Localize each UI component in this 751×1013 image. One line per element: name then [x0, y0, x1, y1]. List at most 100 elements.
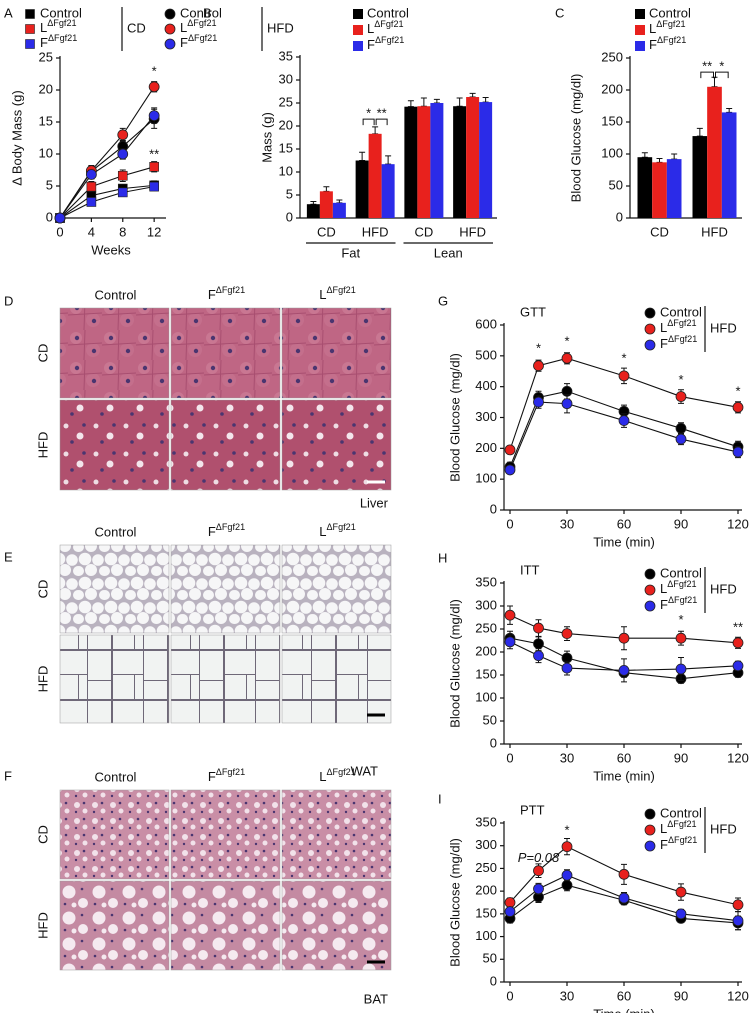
panel-letter: D [4, 293, 13, 308]
marker [117, 170, 128, 181]
x-tick-label: CD [317, 224, 336, 239]
legend-group: HFD [710, 581, 737, 596]
marker [533, 622, 544, 634]
bar [453, 106, 467, 218]
x-tick-label: 90 [674, 988, 688, 1003]
column-label: Control [95, 287, 137, 302]
bar [332, 202, 346, 218]
error-bar [469, 92, 476, 98]
x-axis-label: Weeks [91, 242, 131, 257]
y-axis-label: Blood Glucose (mg/dl) [568, 74, 583, 203]
error-bar [696, 127, 703, 137]
legend-label: FΔFgf21 [649, 35, 686, 52]
x-tick-label: 0 [506, 750, 513, 765]
bar [417, 106, 431, 218]
histology-image [170, 544, 281, 634]
column-label: LΔFgf21 [319, 522, 356, 539]
marker [618, 370, 630, 382]
error-bar [336, 199, 343, 204]
histology-image [170, 399, 281, 491]
significance-label: ** [702, 59, 712, 74]
y-tick-label: 10 [39, 145, 53, 160]
legend-label: LΔFgf21 [660, 819, 697, 836]
marker [618, 665, 630, 676]
y-tick-label: 100 [475, 689, 497, 704]
histology-image [170, 307, 281, 399]
y-tick-label: 150 [475, 905, 497, 920]
histology-image [59, 307, 170, 399]
legend-group: HFD [710, 320, 737, 335]
legend-marker [644, 339, 656, 351]
error-bar [385, 155, 392, 165]
marker [504, 897, 516, 908]
marker [117, 148, 129, 160]
error-bar [323, 186, 330, 192]
legend-label: Control [180, 5, 222, 20]
panel-letter: F [4, 768, 12, 783]
x-tick-label: 60 [617, 988, 631, 1003]
x-axis-label: Time (min) [593, 1006, 655, 1013]
histology-image [59, 789, 170, 880]
marker [533, 396, 544, 408]
marker [561, 662, 573, 674]
name-part: ΔFgf21 [374, 19, 403, 29]
name-part: ΔFgf21 [667, 819, 696, 829]
legend-label: FΔFgf21 [660, 334, 697, 351]
name-part: L [367, 21, 374, 36]
annotation: ** [733, 620, 743, 635]
panel-letter: G [438, 293, 448, 308]
y-tick-label: 200 [601, 81, 623, 96]
bar [666, 159, 682, 218]
y-tick-label: 300 [475, 837, 497, 852]
legend-label: FΔFgf21 [40, 33, 77, 50]
y-tick-label: 300 [475, 409, 497, 424]
legend-label: Control [367, 5, 409, 20]
marker [504, 609, 516, 621]
legend-label: LΔFgf21 [40, 18, 77, 35]
marker [533, 360, 544, 372]
name-part: L [319, 524, 326, 539]
legend-label: Control [660, 304, 702, 319]
row-label: HFD [35, 666, 50, 693]
legend-marker [635, 25, 645, 35]
bar [404, 106, 418, 218]
column-label: FΔFgf21 [208, 767, 245, 784]
name-part: ΔFgf21 [216, 767, 245, 777]
row-label: HFD [35, 432, 50, 459]
marker [675, 391, 687, 402]
marker [675, 663, 687, 675]
marker [504, 636, 516, 648]
y-tick-label: 50 [483, 712, 497, 727]
legend-label: FΔFgf21 [367, 35, 404, 52]
series-line [509, 874, 739, 922]
significance-label: ** [377, 106, 387, 121]
column-label: Control [95, 769, 137, 784]
bar [430, 103, 444, 218]
name-part: ΔFgf21 [326, 767, 355, 777]
legend-label: Control [40, 5, 82, 20]
bar [692, 136, 708, 218]
marker [732, 637, 744, 649]
name-part: ΔFgf21 [216, 522, 245, 532]
legend-marker [353, 9, 363, 19]
series-line [59, 186, 155, 219]
legend-group: HFD [267, 20, 294, 35]
bar [319, 191, 333, 218]
legend-label: FΔFgf21 [660, 835, 697, 852]
marker [148, 81, 160, 93]
marker [618, 632, 630, 644]
series-line [509, 390, 739, 468]
x-tick-label: 0 [506, 516, 513, 531]
bar [479, 102, 493, 218]
legend-marker [164, 38, 176, 50]
legend-marker [25, 24, 35, 34]
marker [675, 886, 687, 898]
x-tick-label: 8 [119, 224, 126, 239]
column-label: FΔFgf21 [208, 285, 245, 302]
y-tick-label: 100 [475, 471, 497, 486]
annotation: * [621, 350, 626, 365]
y-axis-label: Blood Glucose (mg/dl) [447, 353, 462, 482]
x-tick-label: CD [414, 224, 433, 239]
histology-image [281, 880, 392, 971]
